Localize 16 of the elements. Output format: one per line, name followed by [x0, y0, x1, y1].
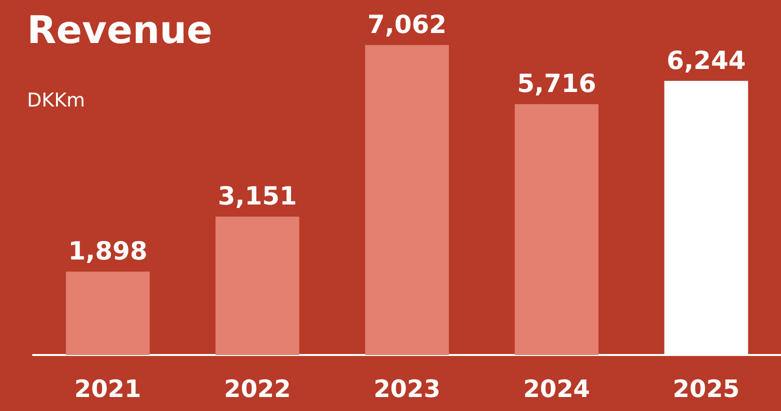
- x-tick-label: 2024: [523, 375, 590, 403]
- x-tick-label: 2022: [224, 375, 291, 403]
- bar: [365, 45, 449, 355]
- bar: [514, 104, 598, 355]
- text: DKKm: [27, 90, 86, 112]
- x-tick-label: 2025: [672, 375, 740, 403]
- data-label: 5,716: [517, 69, 596, 98]
- data-label: 3,151: [218, 182, 297, 211]
- x-tick-label: 2023: [374, 375, 440, 403]
- bar: [216, 216, 300, 355]
- x-tick-label: 2021: [74, 375, 142, 403]
- data-label: 7,062: [367, 10, 447, 39]
- chart-title: Revenue: [27, 8, 212, 52]
- data-label: 1,898: [68, 236, 148, 266]
- data-label: 6,244: [666, 46, 746, 75]
- bar: [66, 272, 150, 355]
